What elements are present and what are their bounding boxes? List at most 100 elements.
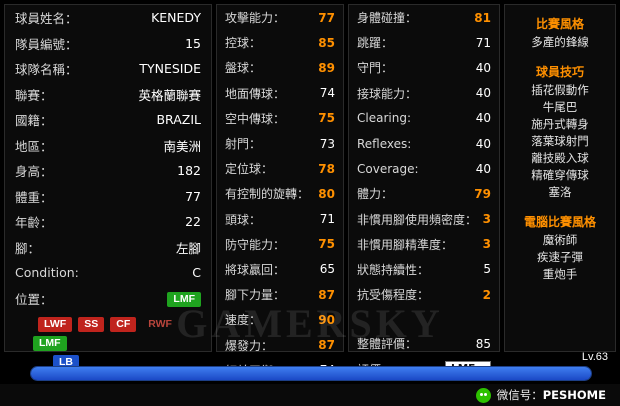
info-row: 球員姓名： KENEDY	[5, 5, 211, 31]
attribute-label: 狀態持續性：	[357, 262, 430, 277]
attribute-value: 79	[474, 186, 491, 201]
position-map-row: LWF SS CF RWF	[15, 317, 201, 332]
info-row: 腳： 左腳	[5, 235, 211, 261]
attribute-row: 盤球： 89	[217, 55, 343, 80]
attribute-row: 守門： 40	[349, 55, 499, 80]
styles-group-item: 塞洛	[548, 185, 572, 199]
attribute-value: 40	[475, 60, 491, 75]
attribute-value: 85	[475, 336, 491, 351]
info-value: 左腳	[175, 240, 201, 256]
info-row: 身高： 182	[5, 158, 211, 184]
styles-group-title: 球員技巧	[535, 65, 584, 79]
attribute-value: 3	[482, 212, 491, 227]
info-value: 英格蘭聯賽	[138, 87, 201, 103]
info-label: 身高：	[15, 164, 53, 180]
info-value: 77	[185, 188, 201, 204]
info-label: 國籍：	[15, 113, 53, 129]
attribute-label: Reflexes:	[357, 136, 412, 151]
info-value: 182	[177, 163, 201, 179]
attribute-label: Clearing:	[357, 111, 411, 126]
attribute-label: 定位球：	[225, 162, 274, 177]
info-label: Condition:	[15, 265, 79, 281]
styles-group-item: 精確穿傳球	[531, 168, 589, 182]
attribute-value: 74	[319, 86, 335, 101]
position-badge-cf: CF	[110, 317, 137, 332]
level-progress-fill	[31, 367, 591, 380]
styles-panel: 比賽風格 多產的鋒線 球員技巧 插花假動作 牛尾巴 施丹式轉身 落葉球射門 離技…	[504, 4, 616, 352]
styles-group-item: 牛尾巴	[542, 100, 578, 114]
info-value: C	[192, 265, 201, 281]
attribute-label: 跳躍：	[357, 36, 394, 51]
styles-group-title: 比賽風格	[535, 17, 584, 31]
attribute-value: 3	[482, 237, 491, 252]
attributes-panel-right: 身體碰撞： 81 跳躍： 71 守門： 40 接球能力： 40 Clearing…	[348, 4, 500, 378]
attribute-label: 抗受傷程度：	[357, 288, 430, 303]
info-value: 南美洲	[163, 138, 201, 154]
info-label: 球隊名稱：	[15, 62, 78, 78]
attribute-row: Clearing: 40	[349, 106, 499, 131]
attribute-row: 射門： 73	[217, 131, 343, 156]
position-map: LWF SS CF RWF LMF LB	[5, 311, 211, 370]
attribute-value: 90	[318, 312, 335, 327]
attribute-value: 40	[475, 86, 491, 101]
attribute-row: 控球： 85	[217, 30, 343, 55]
position-label: 位置：	[15, 291, 53, 307]
footer-account: PESHOME	[542, 388, 606, 402]
attribute-value: 73	[319, 136, 335, 151]
attribute-row: 身體碰撞： 81	[349, 5, 499, 30]
styles-group-item: 重炮手	[542, 267, 578, 281]
attribute-label: 地面傳球：	[225, 86, 286, 101]
info-value: 22	[185, 214, 201, 230]
info-value: BRAZIL	[156, 112, 201, 128]
position-badge-ss: SS	[78, 317, 105, 332]
attribute-row: 將球贏回： 65	[217, 257, 343, 282]
attribute-label: 守門：	[357, 61, 394, 76]
info-row: 地區： 南美洲	[5, 133, 211, 159]
info-row: 國籍： BRAZIL	[5, 107, 211, 133]
attribute-label: 空中傳球：	[225, 111, 286, 126]
info-row: 隊員編號： 15	[5, 31, 211, 57]
attribute-label: 防守能力：	[225, 237, 286, 252]
info-row: 聯賽： 英格蘭聯賽	[5, 82, 211, 108]
player-info-panel: 球員姓名： KENEDY 隊員編號： 15 球隊名稱： TYNESIDE 聯賽：…	[4, 4, 212, 370]
styles-group-title: 電腦比賽風格	[523, 215, 596, 229]
attribute-row: 非慣用腳使用頻密度： 3	[349, 207, 499, 232]
attribute-value: 87	[318, 338, 335, 353]
attribute-row: 體力： 79	[349, 181, 499, 206]
info-row: Condition: C	[5, 260, 211, 286]
attribute-value: 80	[318, 186, 335, 201]
attribute-row: 抗受傷程度： 2	[349, 282, 499, 307]
attribute-row: 頭球： 71	[217, 207, 343, 232]
info-value: 15	[185, 35, 201, 51]
attributes-panel-left: 攻擊能力： 77 控球： 85 盤球： 89 地面傳球： 74 空中傳球： 75…	[216, 4, 344, 378]
styles-group-item: 離技殿入球	[531, 151, 589, 165]
info-row: 年齡： 22	[5, 209, 211, 235]
attribute-row: 腳下力量： 87	[217, 282, 343, 307]
attribute-value: 65	[319, 262, 335, 277]
attribute-label: 身體碰撞：	[357, 11, 418, 26]
styles-group-item: 施丹式轉身	[531, 117, 589, 131]
wechat-icon	[475, 387, 491, 403]
level-progress-track	[30, 366, 592, 381]
footer-prefix: 微信号：	[496, 388, 543, 402]
info-label: 體重：	[15, 189, 53, 205]
attribute-row: 爆發力： 87	[217, 332, 343, 357]
level-label: Lv.63	[581, 351, 608, 363]
info-value: TYNESIDE	[139, 61, 201, 77]
position-badge-rwf: RWF	[148, 318, 172, 330]
attribute-label: 攻擊能力：	[225, 11, 286, 26]
attribute-label: 非慣用腳使用頻密度：	[357, 212, 478, 227]
styles-group-item: 魔術師	[542, 233, 578, 247]
styles-group-item: 插花假動作	[531, 83, 589, 97]
attribute-row: 攻擊能力： 77	[217, 5, 343, 30]
attribute-label: 爆發力：	[225, 338, 274, 353]
position-badge-lmf: LMF	[33, 336, 67, 351]
attribute-row: Reflexes: 40	[349, 131, 499, 156]
info-label: 地區：	[15, 138, 53, 154]
attribute-label: 速度：	[225, 313, 262, 328]
attribute-label: 將球贏回：	[225, 262, 286, 277]
attribute-row: 地面傳球： 74	[217, 81, 343, 106]
attribute-label: 控球：	[225, 36, 262, 51]
styles-group-item: 落葉球射門	[531, 134, 589, 148]
